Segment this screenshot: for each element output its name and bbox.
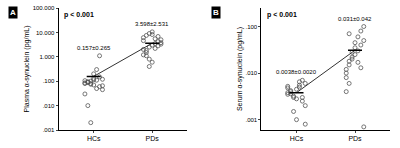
svg-text:A: A — [10, 8, 16, 17]
svg-text:PDs: PDs — [146, 135, 160, 142]
svg-text:Plasma α-synuclein (pg/mL): Plasma α-synuclein (pg/mL) — [23, 26, 31, 113]
svg-text:.001: .001 — [43, 127, 55, 133]
svg-text:.001: .001 — [246, 117, 258, 123]
svg-text:.010: .010 — [246, 70, 258, 76]
svg-text:HCs: HCs — [290, 135, 304, 142]
svg-text:p < 0.001: p < 0.001 — [267, 11, 297, 19]
svg-text:PDs: PDs — [348, 135, 362, 142]
svg-text:1.000: 1.000 — [39, 54, 55, 60]
svg-text:Serum α-synuclein (pg/mL): Serum α-synuclein (pg/mL) — [236, 27, 244, 111]
svg-text:B: B — [213, 8, 219, 17]
svg-text:0.0038±0.0020: 0.0038±0.0020 — [276, 69, 317, 75]
svg-text:p < 0.001: p < 0.001 — [64, 11, 94, 19]
svg-text:0.031±0.042: 0.031±0.042 — [338, 16, 372, 22]
svg-text:.010: .010 — [43, 103, 55, 109]
svg-text:HCs: HCs — [87, 135, 101, 142]
svg-text:3.598±2.531: 3.598±2.531 — [135, 21, 169, 27]
svg-text:.100: .100 — [43, 78, 55, 84]
svg-text:0.157±0.265: 0.157±0.265 — [77, 45, 111, 51]
svg-text:10.000: 10.000 — [36, 30, 55, 36]
svg-text:.100: .100 — [246, 24, 258, 30]
svg-text:100.000: 100.000 — [33, 5, 55, 11]
